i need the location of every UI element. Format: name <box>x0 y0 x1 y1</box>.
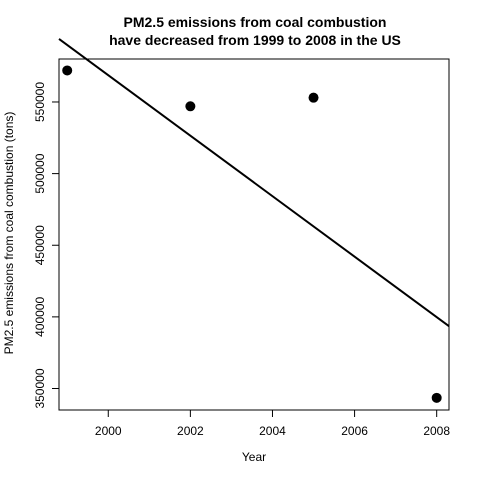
y-tick-label: 450000 <box>33 225 47 265</box>
x-tick-label: 2002 <box>177 424 204 438</box>
y-tick-label: 500000 <box>33 153 47 193</box>
data-point <box>185 101 196 112</box>
data-point <box>431 392 442 403</box>
chart-title-line-2: have decreased from 1999 to 2008 in the … <box>109 32 401 48</box>
y-tick-label: 400000 <box>33 297 47 337</box>
x-tick-label: 2006 <box>341 424 368 438</box>
y-axis: 350000 400000 450000 500000 550000 <box>33 82 59 409</box>
plot-area-frame <box>58 58 450 411</box>
data-point <box>308 92 319 103</box>
y-tick-label: 550000 <box>33 82 47 122</box>
x-axis-label: Year <box>242 450 266 464</box>
x-axis: 2000 2002 2004 2006 2008 <box>95 410 450 438</box>
y-tick-label: 350000 <box>33 368 47 408</box>
trend-line <box>58 38 450 327</box>
chart-title-line-1: PM2.5 emissions from coal combustion <box>124 14 387 30</box>
plot-content <box>58 38 450 403</box>
x-tick-label: 2000 <box>95 424 122 438</box>
y-axis-label: PM2.5 emissions from coal combustion (to… <box>2 112 16 355</box>
data-point <box>62 65 73 76</box>
x-tick-label: 2008 <box>423 424 450 438</box>
x-tick-label: 2004 <box>259 424 286 438</box>
